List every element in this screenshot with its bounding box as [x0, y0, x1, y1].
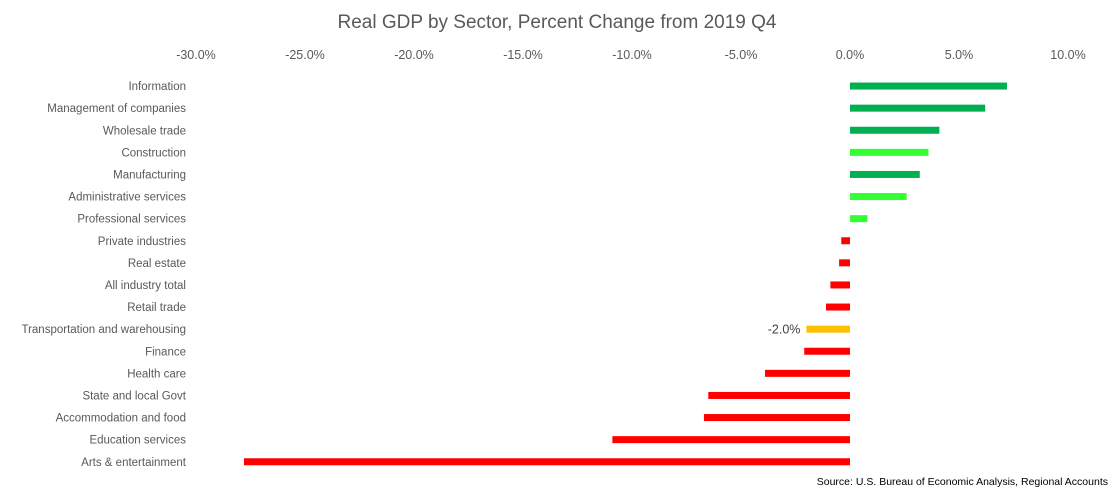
- data-label: -2.0%: [768, 323, 801, 337]
- x-tick-label: 5.0%: [945, 48, 974, 62]
- bar: [850, 126, 940, 134]
- bar: [850, 82, 1007, 90]
- bar: [708, 391, 850, 399]
- source-note: Source: U.S. Bureau of Economic Analysis…: [817, 476, 1108, 488]
- category-label: All industry total: [105, 280, 186, 292]
- bar: [830, 281, 850, 289]
- x-tick-label: -5.0%: [725, 48, 758, 62]
- category-label: Arts & entertainment: [81, 457, 187, 469]
- x-tick-label: -15.0%: [503, 48, 543, 62]
- bar: [826, 303, 850, 311]
- category-label: Professional services: [77, 214, 186, 226]
- category-label: Manufacturing: [113, 169, 186, 181]
- bar: [764, 369, 850, 377]
- category-label: Retail trade: [127, 302, 186, 314]
- category-label: Education services: [89, 435, 186, 447]
- category-label: Management of companies: [47, 103, 186, 115]
- category-label: Health care: [127, 368, 186, 380]
- bar: [850, 148, 929, 156]
- category-label: Wholesale trade: [103, 125, 186, 137]
- bar: [703, 414, 850, 422]
- category-label: Construction: [121, 147, 186, 159]
- bar: [850, 215, 868, 223]
- chart-title: Real GDP by Sector, Percent Change from …: [338, 12, 777, 33]
- x-tick-label: -20.0%: [394, 48, 434, 62]
- x-tick-label: 10.0%: [1050, 48, 1085, 62]
- category-label: Information: [128, 81, 186, 93]
- bar: [806, 325, 850, 333]
- category-label: Private industries: [98, 236, 186, 248]
- bar: [243, 458, 850, 466]
- bars: [243, 82, 1007, 466]
- bar: [804, 347, 850, 355]
- category-label: Administrative services: [68, 192, 186, 204]
- x-axis-ticks: -30.0% -25.0% -20.0% -15.0% -10.0% -5.0% 0.0% 5…: [176, 48, 1086, 62]
- bar: [850, 193, 907, 201]
- bar: [841, 237, 850, 245]
- category-label: State and local Govt: [82, 390, 186, 402]
- category-label: Transportation and warehousing: [21, 324, 186, 336]
- bar: [612, 436, 850, 444]
- x-tick-label: -10.0%: [612, 48, 652, 62]
- category-label: Real estate: [128, 258, 186, 270]
- bar: [839, 259, 850, 267]
- data-labels: -2.0%: [768, 323, 801, 337]
- bar: [850, 104, 986, 112]
- x-tick-label: -30.0%: [176, 48, 216, 62]
- bar: [850, 170, 920, 178]
- category-label: Accommodation and food: [56, 413, 186, 425]
- x-tick-label: -25.0%: [285, 48, 325, 62]
- x-tick-label: 0.0%: [836, 48, 865, 62]
- category-labels: Information Management of companies Wholes…: [21, 81, 186, 469]
- category-label: Finance: [145, 346, 186, 358]
